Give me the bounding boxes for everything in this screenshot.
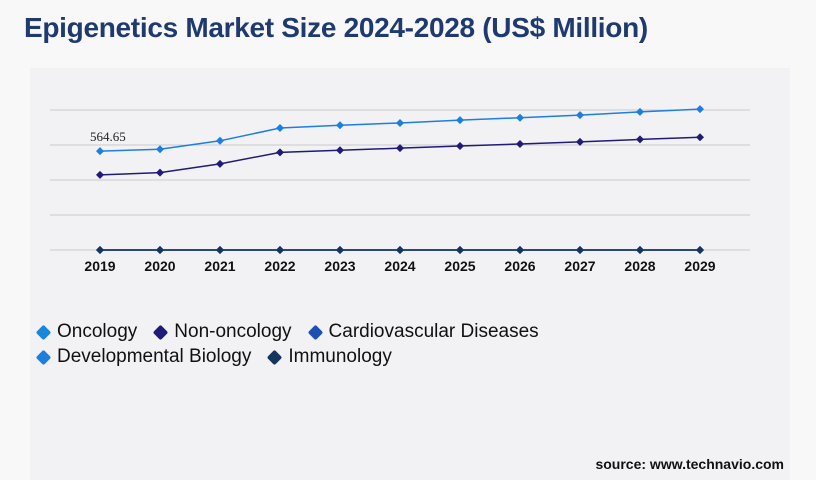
data-point-developmental-biology (276, 124, 284, 133)
series-line-non-oncology (99, 136, 701, 176)
chart-panel (30, 68, 790, 480)
data-point-developmental-biology (456, 116, 464, 125)
data-point-developmental-biology (156, 145, 164, 154)
legend-swatch-icon (35, 349, 52, 365)
data-point-immunology (96, 246, 104, 254)
legend-item: Cardiovascular Diseases (307, 321, 539, 342)
data-point-immunology (696, 246, 704, 254)
legend-label: Oncology (57, 321, 138, 342)
data-point-non-oncology (336, 146, 344, 155)
data-point-developmental-biology (636, 107, 644, 116)
data-point-non-oncology (156, 168, 164, 177)
data-point-immunology (456, 246, 464, 254)
data-point-developmental-biology (696, 105, 704, 114)
legend-label: Immunology (288, 346, 392, 367)
legend-label: Developmental Biology (57, 346, 252, 367)
legend-item: Oncology (35, 321, 138, 342)
data-point-developmental-biology (336, 121, 344, 130)
data-point-non-oncology (696, 133, 704, 142)
x-tick-label: 2028 (624, 258, 655, 274)
data-point-immunology (156, 246, 164, 254)
x-tick-label: 2024 (384, 258, 415, 274)
chart-title: Epigenetics Market Size 2024-2028 (US$ M… (24, 12, 648, 43)
legend-label: Non-oncology (174, 321, 292, 342)
x-tick-label: 2023 (324, 258, 355, 274)
chart-legend: Oncology Non-oncology Cardiovascular Disea… (35, 321, 598, 367)
legend-swatch-icon (35, 324, 52, 340)
data-point-non-oncology (636, 135, 644, 144)
data-label: 564.65 (90, 129, 126, 144)
data-point-developmental-biology (396, 118, 404, 127)
x-tick-label: 2019 (84, 258, 115, 274)
data-point-immunology (216, 246, 224, 254)
data-point-non-oncology (456, 142, 464, 151)
x-tick-label: 2027 (564, 258, 595, 274)
x-tick-label: 2026 (504, 258, 535, 274)
x-tick-label: 2029 (684, 258, 715, 274)
legend-item: Developmental Biology (35, 346, 252, 367)
x-tick-label: 2020 (144, 258, 175, 274)
data-point-immunology (396, 246, 404, 254)
legend-swatch-icon (153, 324, 169, 340)
legend-item: Immunology (267, 346, 392, 367)
legend-swatch-icon (307, 324, 323, 340)
data-point-immunology (636, 246, 644, 254)
data-point-non-oncology (276, 148, 284, 157)
data-point-developmental-biology (576, 111, 584, 120)
data-point-non-oncology (576, 137, 584, 146)
x-tick-label: 2025 (444, 258, 475, 274)
x-tick-label: 2021 (204, 258, 235, 274)
data-point-immunology (516, 246, 524, 254)
data-point-non-oncology (396, 144, 404, 153)
data-point-developmental-biology (516, 113, 524, 122)
data-point-developmental-biology (216, 136, 224, 145)
data-point-non-oncology (216, 159, 224, 168)
data-point-immunology (276, 246, 284, 254)
data-point-non-oncology (516, 139, 524, 148)
data-point-non-oncology (96, 170, 104, 179)
data-point-developmental-biology (96, 147, 104, 156)
x-tick-label: 2022 (264, 258, 295, 274)
source-note: source: www.technavio.com (595, 456, 784, 472)
data-point-immunology (336, 246, 344, 254)
legend-label: Cardiovascular Diseases (328, 321, 539, 342)
legend-swatch-icon (267, 349, 283, 365)
legend-item: Non-oncology (153, 321, 292, 342)
data-point-immunology (576, 246, 584, 254)
